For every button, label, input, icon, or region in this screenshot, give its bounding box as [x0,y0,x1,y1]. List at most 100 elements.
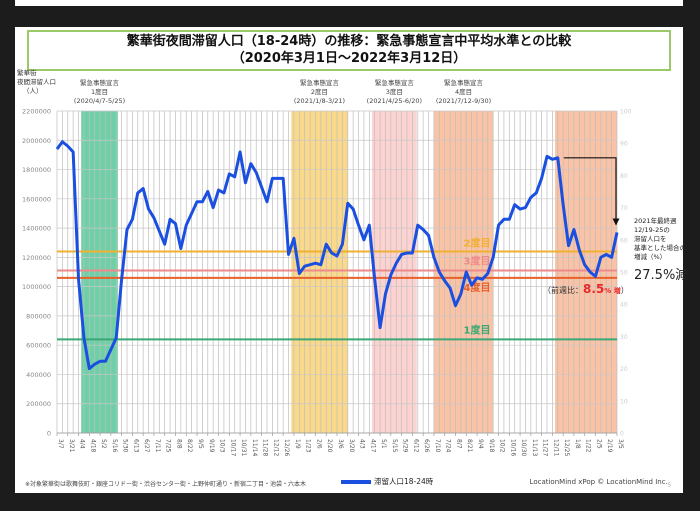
y2-tick-label: 30 [620,334,628,341]
band-label: (2021/7/12-9/30) [436,97,491,105]
x-tick-label: 3/5 [617,439,624,449]
annotation-text: 増減（%） [634,252,666,261]
x-tick-label: 8/8 [175,439,182,449]
x-tick-label: 3/7 [57,439,64,449]
band-label: (2021/4/25-6/20) [367,97,422,105]
x-tick-label: 11/27 [542,439,549,456]
legend-swatch [341,479,371,484]
y-tick-label: 400000 [26,371,51,379]
y-tick-label: 800000 [26,312,51,320]
x-tick-label: 12/25 [563,439,570,456]
x-tick-label: 12/12 [272,439,279,456]
x-tick-label: 4/17 [369,439,376,453]
x-tick-label: 3/6 [337,439,344,449]
annotation-value: 27.5%減 [634,267,688,283]
y-tick-label: 1000000 [22,283,51,291]
series-line [55,140,619,371]
x-tick-label: 10/31 [240,439,247,456]
x-tick-label: 1/22 [585,439,592,453]
x-tick-label: 5/1 [380,439,387,449]
week-over-week-part: % 増 [604,286,620,295]
y2-tick-label: 50 [620,270,628,277]
x-tick-label: 9/5 [197,439,204,449]
y-tick-label: 2000000 [22,137,51,145]
band-label: 4度目 [455,87,472,96]
y-tick-label: 2200000 [22,108,51,116]
band-label: 緊急事態宣言 [375,78,415,87]
x-tick-label: 2/19 [606,439,613,453]
annotation-arrow [563,157,617,225]
annotation-text: 基準とした場合の [634,243,686,252]
y-axis-label: （人） [23,87,43,95]
x-tick-label: 7/10 [434,439,441,453]
band-label: 2度目 [311,87,328,96]
y2-tick-label: 80 [620,173,628,180]
band-label: 3度目 [386,87,403,96]
x-tick-label: 9/4 [477,439,484,449]
y2-tick-label: 40 [620,302,628,309]
x-tick-label: 11/28 [262,439,269,456]
x-tick-label: 9/19 [208,439,215,453]
x-tick-label: 2/5 [595,439,602,449]
band-label: (2020/4/7-5/25) [74,97,125,105]
title-line1: 繁華街夜間滞留人口（18-24時）の推移：緊急事態宣言中平均水準との比較 [126,34,572,49]
x-tick-label: 3/21 [68,439,75,453]
y-tick-label: 600000 [26,342,51,350]
x-tick-label: 3/20 [348,439,355,453]
x-tick-label: 4/3 [359,439,366,449]
credit: LocationMind xPop © LocationMind Inc.5 [530,478,671,488]
week-over-week-part: （前週比： [543,285,583,295]
y-tick-label: 1200000 [22,254,51,262]
emergency-band [372,111,417,433]
emergency-band [81,111,118,433]
band-label: 緊急事態宣言 [300,78,340,87]
reference-label: 2度目 [464,237,491,250]
y2-tick-label: 90 [620,141,628,148]
x-tick-label: 11/13 [531,439,538,456]
x-tick-label: 5/30 [122,439,129,453]
x-tick-label: 7/11 [154,439,161,453]
reference-label: 4度目 [464,281,491,294]
reference-label: 1度目 [464,323,491,336]
y-tick-label: 0 [47,430,51,438]
reference-label: 3度目 [464,255,491,268]
y2-tick-label: 70 [620,205,628,212]
credit-text: LocationMind xPop © LocationMind Inc. [529,478,668,486]
x-tick-label: 5/29 [402,439,409,453]
x-tick-label: 5/16 [111,439,118,453]
previous-slide-edge [15,0,683,6]
x-tick-label: 12/26 [283,439,290,456]
x-tick-label: 11/14 [251,439,258,456]
x-tick-label: 9/18 [488,439,495,453]
annotation-text: 12/19-25の [634,226,670,234]
week-over-week: （前週比：8.5% 増） [543,282,629,296]
title-line2: （2020年3月1日～2022年3月12日） [231,51,467,66]
x-tick-label: 6/13 [132,439,139,453]
y-tick-label: 1600000 [22,195,51,203]
x-tick-label: 10/16 [509,439,516,456]
x-tick-label: 1/9 [294,439,301,449]
x-tick-label: 1/23 [305,439,312,453]
legend-label: 滞留人口18-24時 [374,477,434,486]
x-tick-label: 12/11 [552,439,559,456]
y2-tick-label: 0 [620,431,624,438]
page-number: 5 [667,482,671,489]
band-label: 1度目 [91,87,108,96]
footnote: ※対象繁華街は歌舞伎町・銀座コリドー街・渋谷センター街・上野仲町通り・新宿二丁目… [25,481,307,488]
y2-tick-label: 20 [620,366,628,373]
y-axis-label: 夜間滞留人口 [17,77,56,86]
emergency-band [555,111,617,433]
x-tick-label: 10/3 [219,439,226,453]
line-chart: 緊急事態宣言1度目(2020/4/7-5/25)緊急事態宣言2度目(2021/1… [17,68,688,456]
x-tick-label: 4/4 [79,439,86,449]
x-tick-label: 1/8 [574,439,581,449]
x-tick-label: 8/7 [455,439,462,449]
week-over-week-part: ） [621,286,629,295]
x-tick-label: 2/6 [315,439,322,449]
x-tick-label: 4/18 [89,439,96,453]
y-tick-label: 1800000 [22,166,51,174]
x-tick-label: 2/20 [326,439,333,453]
week-over-week-part: 8.5 [583,282,604,296]
title-box: 繁華街夜間滞留人口（18-24時）の推移：緊急事態宣言中平均水準との比較 （20… [27,30,671,71]
band-label: (2021/1/8-3/21) [294,97,345,105]
